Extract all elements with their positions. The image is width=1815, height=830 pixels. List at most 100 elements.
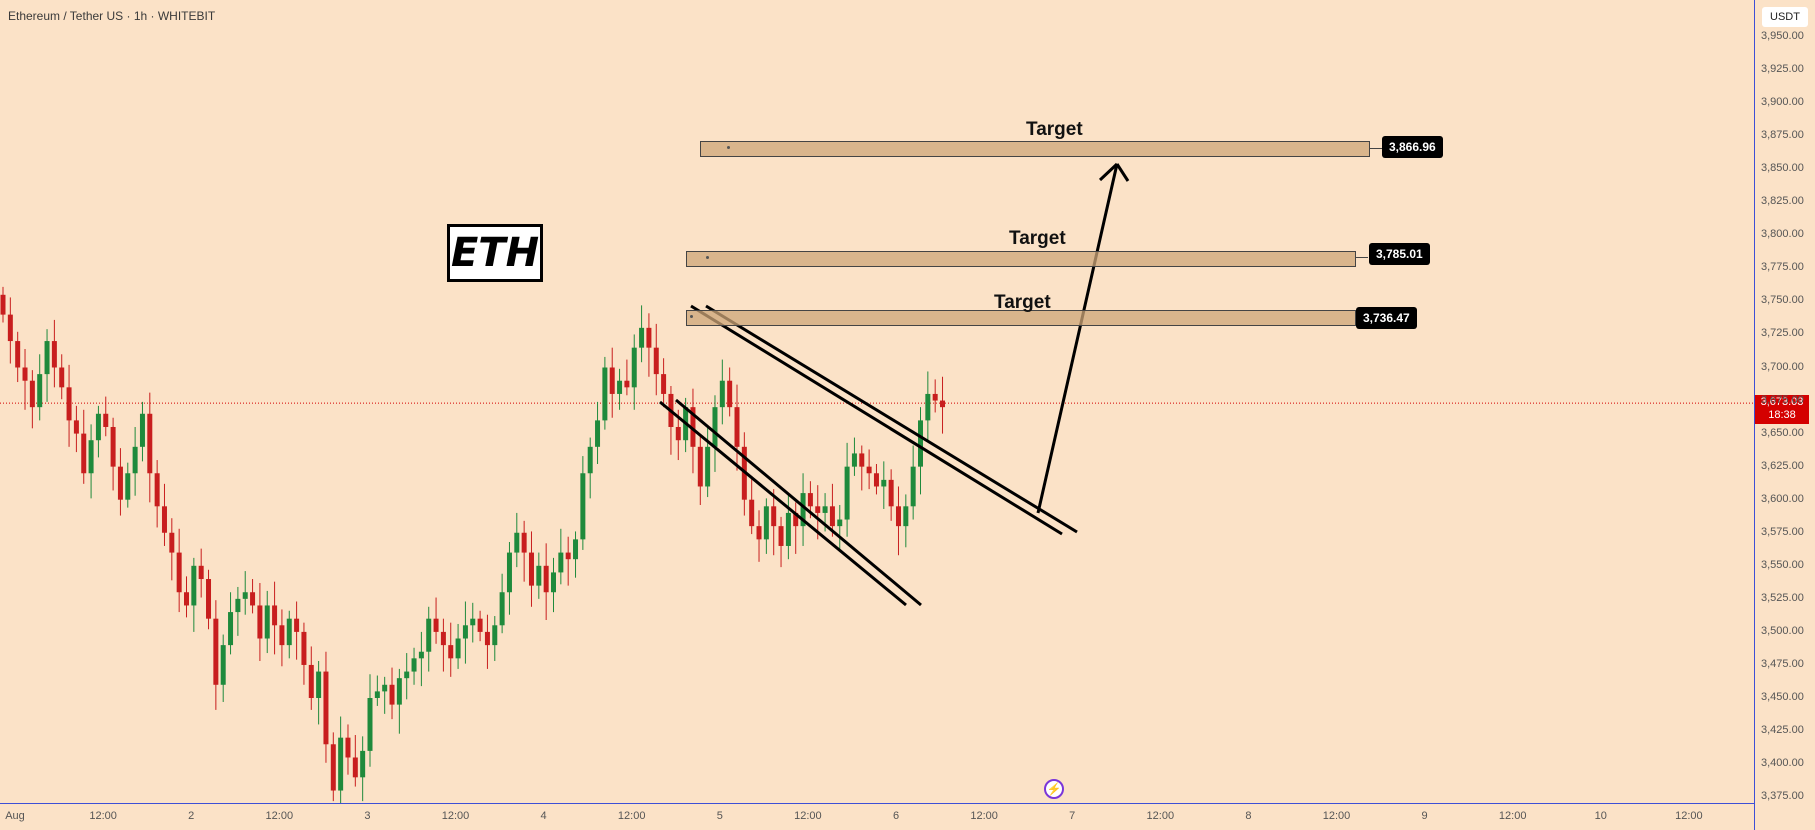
candle-body bbox=[477, 618, 483, 632]
candle-body bbox=[793, 512, 799, 527]
candle-body bbox=[426, 618, 432, 652]
candle bbox=[910, 445, 916, 520]
candle-body bbox=[95, 413, 101, 441]
chart-area[interactable] bbox=[0, 0, 1754, 803]
target-zone-1[interactable] bbox=[700, 141, 1370, 157]
channel-upper-line-1 bbox=[690, 304, 1063, 536]
target-zone-2[interactable] bbox=[686, 251, 1356, 267]
candle bbox=[602, 356, 608, 430]
candle bbox=[37, 354, 43, 421]
candle-body bbox=[829, 506, 835, 527]
candle bbox=[837, 504, 843, 552]
price-axis[interactable] bbox=[1754, 0, 1815, 830]
candle bbox=[771, 489, 777, 556]
candle-body bbox=[22, 367, 28, 381]
candlestick-chart[interactable] bbox=[0, 0, 1754, 803]
candle-body bbox=[756, 526, 762, 540]
price-tick: 3,650.00 bbox=[1761, 426, 1804, 439]
candle-body bbox=[492, 625, 498, 646]
candle bbox=[661, 358, 667, 408]
candle bbox=[536, 552, 542, 599]
target-label-1: Target bbox=[1026, 119, 1083, 140]
candle-body bbox=[587, 446, 593, 474]
candle bbox=[272, 581, 278, 655]
candle bbox=[551, 557, 556, 613]
candle-body bbox=[536, 565, 542, 586]
candle-body bbox=[51, 341, 57, 368]
candle-body bbox=[15, 341, 21, 368]
candle bbox=[15, 331, 21, 383]
candle-body bbox=[37, 374, 43, 408]
candle-body bbox=[73, 420, 79, 434]
candle bbox=[895, 486, 901, 556]
candle bbox=[477, 610, 483, 642]
candle-body bbox=[881, 479, 887, 487]
candle-body bbox=[697, 446, 703, 487]
candle bbox=[668, 386, 674, 455]
candle-body bbox=[117, 466, 123, 500]
candle-body bbox=[286, 618, 292, 646]
candle-body bbox=[352, 757, 358, 778]
candle-body bbox=[250, 592, 256, 606]
time-tick: 12:00 bbox=[617, 810, 646, 822]
candle bbox=[367, 674, 373, 767]
time-tick: 3 bbox=[364, 810, 371, 822]
candle-body bbox=[910, 466, 916, 507]
price-tick: 3,675.00 bbox=[1761, 393, 1804, 406]
candle bbox=[440, 618, 446, 672]
price-tick: 3,375.00 bbox=[1761, 790, 1804, 803]
candle-body bbox=[807, 493, 813, 507]
candle-body bbox=[727, 380, 733, 408]
candle bbox=[631, 334, 637, 410]
candle-body bbox=[499, 592, 505, 626]
candle bbox=[176, 528, 182, 613]
candle bbox=[286, 610, 292, 659]
candle-body bbox=[389, 684, 395, 705]
zone-anchor-dot bbox=[706, 256, 709, 259]
candle-body bbox=[873, 473, 879, 487]
candle bbox=[316, 660, 322, 725]
candle bbox=[528, 531, 534, 607]
candle bbox=[44, 329, 50, 402]
candle bbox=[580, 456, 586, 550]
candle-body bbox=[330, 744, 336, 791]
currency-button[interactable]: USDT bbox=[1762, 7, 1808, 27]
candle-body bbox=[690, 407, 696, 447]
candle bbox=[294, 601, 300, 660]
candle-body bbox=[338, 737, 344, 791]
candle-body bbox=[514, 532, 520, 553]
price-tick: 3,825.00 bbox=[1761, 195, 1804, 208]
candle-body bbox=[815, 506, 821, 513]
lightning-icon[interactable]: ⚡ bbox=[1044, 779, 1064, 799]
candle-body bbox=[154, 473, 160, 507]
time-tick: 12:00 bbox=[1675, 810, 1703, 822]
candle-body bbox=[918, 420, 923, 467]
candle-body bbox=[778, 526, 784, 546]
candle-body bbox=[859, 453, 865, 467]
candle bbox=[734, 384, 740, 471]
candle bbox=[110, 417, 116, 491]
candle bbox=[125, 462, 131, 508]
candle-body bbox=[198, 565, 204, 580]
candle-body bbox=[866, 466, 872, 474]
current-price-value: 3,673.03 bbox=[1760, 396, 1804, 408]
candle bbox=[470, 602, 476, 643]
candle-body bbox=[903, 506, 909, 527]
price-tick: 3,450.00 bbox=[1761, 691, 1804, 703]
candle-body bbox=[932, 393, 938, 401]
candle bbox=[617, 368, 623, 410]
candle bbox=[881, 461, 887, 509]
candle bbox=[455, 623, 461, 669]
price-tick: 3,625.00 bbox=[1761, 459, 1804, 472]
candle-body bbox=[88, 440, 94, 474]
candle bbox=[697, 436, 703, 505]
time-axis[interactable] bbox=[0, 803, 1754, 830]
candle-body bbox=[925, 393, 931, 421]
candle bbox=[382, 676, 388, 714]
candle-body bbox=[66, 387, 72, 421]
candle-body bbox=[301, 631, 307, 665]
target-zone-3[interactable] bbox=[686, 310, 1356, 326]
candle-body bbox=[653, 347, 659, 375]
candle bbox=[374, 675, 380, 706]
candle-body bbox=[895, 506, 901, 527]
